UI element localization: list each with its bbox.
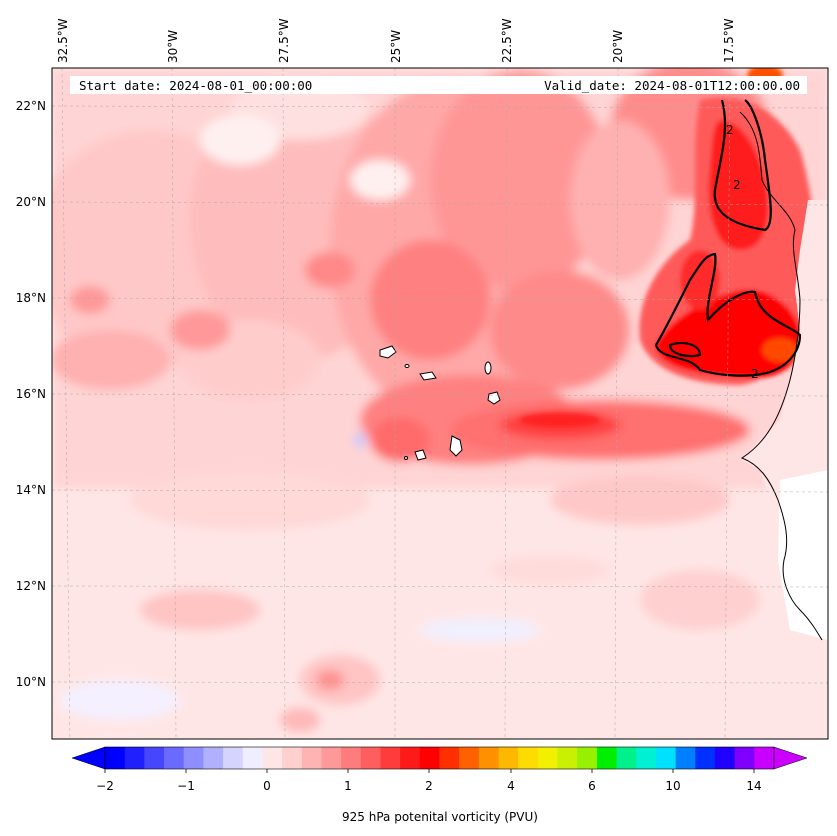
colorbar: −2 −1 0 1 2 4 6 10 14 925 hPa potenital … — [71, 746, 808, 824]
colorbar-cell — [518, 747, 539, 769]
colorbar-cell — [754, 747, 775, 769]
map-panel: 2 2 2 — [52, 68, 828, 739]
coastline — [739, 111, 823, 641]
colorbar-cell — [400, 747, 421, 769]
colorbar-tick-label: 4 — [507, 779, 515, 793]
colorbar-cell — [144, 747, 165, 769]
colorbar-cell — [596, 747, 618, 769]
colorbar-tick-label: −2 — [96, 779, 114, 793]
lat-labels: 22°N 20°N 18°N 16°N 14°N 12°N 10°N — [16, 99, 46, 689]
colorbar-title: 925 hPa potenital vorticity (PVU) — [342, 810, 538, 824]
colorbar-extend-right — [773, 746, 808, 770]
colorbar-cell — [242, 747, 263, 769]
lon-label: 30°W — [166, 30, 180, 63]
colorbar-cell — [734, 747, 755, 769]
colorbar-cell — [223, 747, 244, 769]
colorbar-cell — [282, 747, 303, 769]
valid-date-label: Valid_date: 2024-08-01T12:00:00.00 — [544, 78, 800, 93]
colorbar-cell — [124, 747, 145, 769]
cape-verde-islands — [379, 345, 501, 461]
colorbar-frame — [104, 746, 775, 770]
colorbar-cell — [557, 747, 578, 769]
lat-label: 10°N — [16, 675, 46, 689]
colorbar-cell — [380, 747, 401, 769]
colorbar-cells — [105, 747, 775, 769]
contour-label-3: 2 — [751, 367, 759, 381]
colorbar-tick-label: 0 — [263, 779, 271, 793]
colorbar-cell — [537, 747, 559, 769]
contour-label-1: 2 — [726, 123, 734, 137]
lat-label: 16°N — [16, 387, 46, 401]
colorbar-tick-label: 1 — [344, 779, 352, 793]
colorbar-cell — [675, 747, 696, 769]
lat-label: 20°N — [16, 195, 46, 209]
colorbar-cell — [636, 747, 657, 769]
colorbar-cell — [655, 747, 677, 769]
lat-label: 12°N — [16, 579, 46, 593]
colorbar-tick-label: 14 — [746, 779, 761, 793]
colorbar-cell — [341, 747, 362, 769]
start-date-label: Start date: 2024-08-01_00:00:00 — [79, 78, 312, 93]
colorbar-cell — [301, 747, 322, 769]
lon-label: 32.5°W — [56, 18, 70, 63]
lon-label: 25°W — [389, 30, 403, 63]
colorbar-cell — [203, 747, 224, 769]
colorbar-extend-left — [71, 746, 106, 770]
colorbar-cell — [616, 747, 637, 769]
lon-labels: 32.5°W 30°W 27.5°W 25°W 22.5°W 20°W 17.5… — [56, 18, 736, 63]
colorbar-cell — [695, 747, 716, 769]
date-header-box — [70, 76, 807, 94]
lat-label: 22°N — [16, 99, 46, 113]
colorbar-tick-label: 6 — [588, 779, 596, 793]
colorbar-tick-label: 10 — [665, 779, 680, 793]
colorbar-cell — [321, 747, 342, 769]
graticule — [52, 68, 828, 739]
map-frame — [51, 67, 829, 740]
colorbar-cell — [498, 747, 519, 769]
colorbar-cell — [360, 747, 381, 769]
colorbar-cell — [478, 747, 500, 769]
colorbar-cell — [714, 747, 736, 769]
colorbar-cell — [164, 747, 185, 769]
colorbar-cell — [439, 747, 460, 769]
colorbar-cell — [459, 747, 480, 769]
lon-label: 20°W — [611, 30, 625, 63]
lon-label: 27.5°W — [277, 18, 291, 63]
contour-label-2: 2 — [733, 178, 741, 192]
colorbar-cell — [183, 747, 204, 769]
lat-label: 18°N — [16, 291, 46, 305]
colorbar-ticks — [104, 769, 755, 773]
lon-label: 22.5°W — [500, 18, 514, 63]
colorbar-tick-label: 2 — [425, 779, 433, 793]
lon-label: 17.5°W — [722, 18, 736, 63]
colorbar-cell — [419, 747, 440, 769]
colorbar-cell — [262, 747, 283, 769]
contour-2pvu — [654, 99, 802, 377]
colorbar-cell — [577, 747, 598, 769]
colorbar-cell — [105, 747, 126, 769]
lat-label: 14°N — [16, 483, 46, 497]
colorbar-tick-label: −1 — [177, 779, 195, 793]
